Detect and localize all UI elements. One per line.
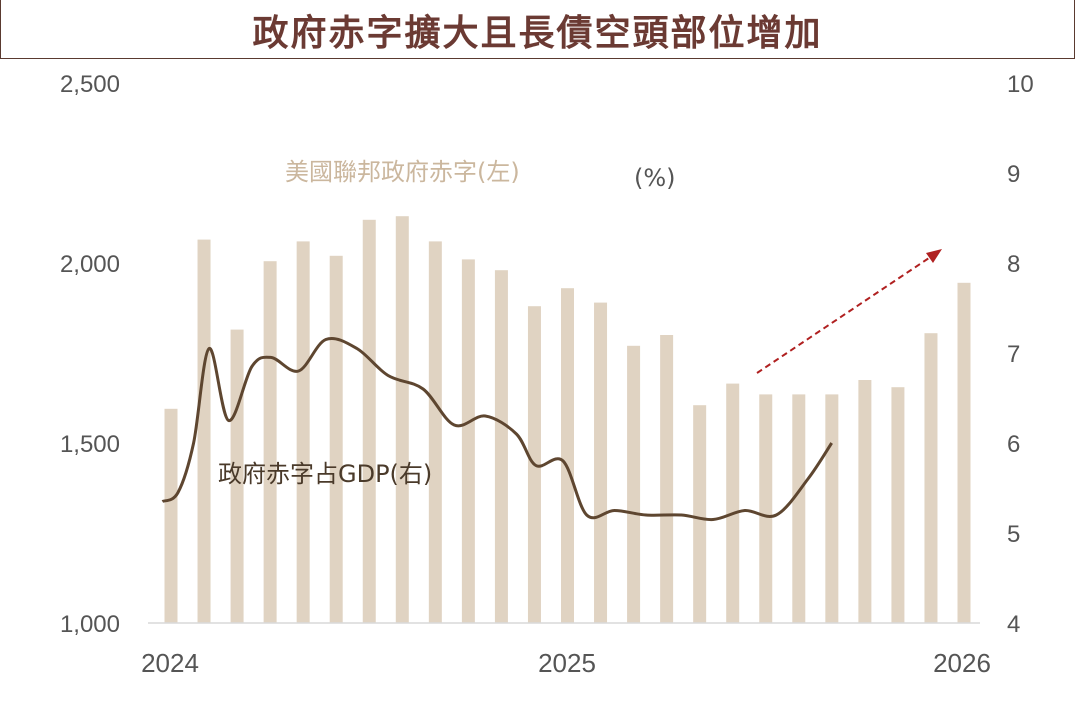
bar-14 — [594, 302, 608, 623]
right-tick-label: 9 — [1007, 161, 1020, 188]
bar-24 — [924, 333, 938, 623]
left-tick-label: 1,500 — [60, 431, 120, 458]
bar-17 — [693, 405, 707, 623]
trend-arrow — [756, 253, 936, 374]
x-tick-label: 2024 — [141, 648, 199, 678]
right-tick-label: 5 — [1007, 521, 1020, 548]
bar-22 — [858, 380, 872, 623]
bar-10 — [461, 259, 475, 623]
bar-23 — [891, 387, 905, 623]
bar-series-label: 美國聯邦政府赤字(左) — [285, 158, 520, 186]
bar-4 — [263, 261, 277, 623]
bar-6 — [329, 255, 343, 624]
bar-19 — [759, 394, 773, 623]
bar-21 — [825, 394, 839, 623]
bar-11 — [494, 270, 508, 623]
bar-18 — [726, 383, 740, 623]
bar-20 — [792, 394, 806, 623]
right-tick-label: 7 — [1007, 341, 1020, 368]
bar-2 — [197, 239, 211, 623]
right-tick-label: 8 — [1007, 251, 1020, 278]
left-tick-label: 2,000 — [60, 251, 120, 278]
left-tick-label: 1,000 — [60, 611, 120, 638]
chart-title: 政府赤字擴大且長債空頭部位增加 — [252, 13, 823, 54]
bar-13 — [561, 288, 574, 623]
bar-9 — [428, 241, 442, 623]
bar-5 — [296, 241, 310, 623]
bar-15 — [627, 345, 641, 623]
right-axis-unit: (%) — [634, 164, 676, 192]
right-tick-label: 4 — [1007, 611, 1020, 638]
left-tick-label: 2,500 — [60, 71, 120, 98]
bar-25 — [957, 282, 971, 623]
bar-16 — [660, 335, 674, 623]
x-tick-label: 2026 — [933, 648, 991, 678]
right-tick-label: 6 — [1007, 431, 1020, 458]
line-series-label: 政府赤字占GDP(右) — [218, 460, 432, 488]
bar-1 — [164, 408, 178, 623]
bar-8 — [395, 216, 409, 623]
x-tick-label: 2025 — [538, 648, 596, 678]
deficit-gdp-line — [161, 337, 833, 522]
title-box: 政府赤字擴大且長債空頭部位增加 — [0, 0, 1075, 59]
right-tick-label: 10 — [1007, 71, 1034, 98]
bar-7 — [362, 219, 376, 624]
trend-arrow-head — [926, 249, 942, 263]
